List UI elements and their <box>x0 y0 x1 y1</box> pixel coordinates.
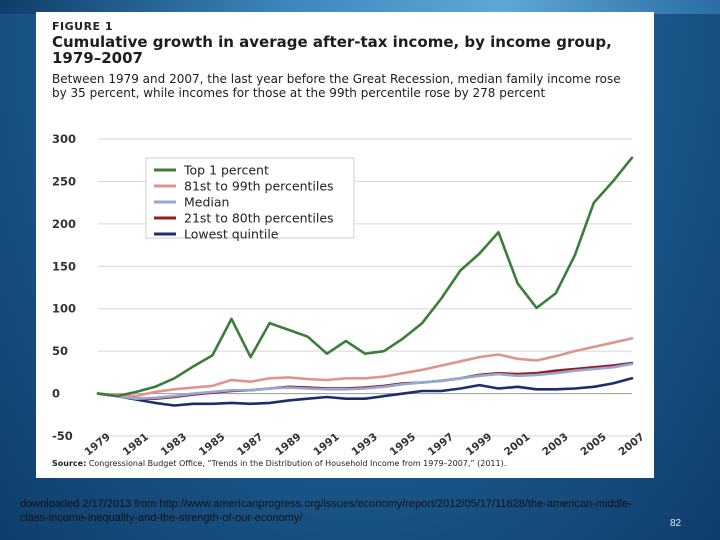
x-tick-label: 1997 <box>426 431 456 458</box>
legend-label: Top 1 percent <box>183 163 269 178</box>
x-tick-label: 1991 <box>311 431 341 458</box>
legend-label: 81st to 99th percentiles <box>184 179 334 194</box>
series-line <box>96 156 634 398</box>
slide-top-band <box>0 0 720 14</box>
y-tick-label: 250 <box>52 174 76 188</box>
legend-label: 21st to 80th percentiles <box>184 211 334 226</box>
series-line <box>96 362 634 401</box>
y-tick-label: -50 <box>52 429 73 443</box>
source-text: Congressional Budget Office, “Trends in … <box>88 459 507 468</box>
download-note: downloaded 2/17/2013 from http://www.ame… <box>20 498 632 524</box>
figure-title: Cumulative growth in average after-tax i… <box>52 33 612 67</box>
x-tick-label: 1989 <box>273 431 303 458</box>
y-tick-label: 300 <box>52 132 76 146</box>
x-tick-label: 2001 <box>502 431 532 458</box>
y-tick-label: 50 <box>52 344 68 358</box>
series-line <box>96 337 634 398</box>
x-tick-label: 2003 <box>540 431 570 458</box>
x-tick-label: 1985 <box>197 431 227 458</box>
y-tick-label: 200 <box>52 217 76 231</box>
figure-subtitle: Between 1979 and 2007, the last year bef… <box>52 72 621 100</box>
source-label: Source: <box>52 459 87 468</box>
legend-label: Lowest quintile <box>184 227 279 242</box>
y-tick-label: 150 <box>52 259 76 273</box>
x-tick-label: 2007 <box>616 431 646 458</box>
x-tick-labels: 1979 1981 1983 1985 1987 1989 1991 1993 1995 1997… <box>82 431 646 458</box>
x-tick-label: 1981 <box>121 431 151 458</box>
legend-label: Median <box>184 195 229 210</box>
figure-panel: FIGURE 1 Cumulative growth in average af… <box>36 12 654 478</box>
series-line <box>96 376 634 407</box>
y-tick-label: 100 <box>52 302 76 316</box>
x-tick-label: 1995 <box>388 431 418 458</box>
series-lines <box>96 156 634 407</box>
y-tick-label: 0 <box>52 387 60 401</box>
figure-source: Source: Congressional Budget Office, “Tr… <box>52 459 652 468</box>
x-tick-label: 1987 <box>235 431 265 458</box>
x-tick-label: 2005 <box>578 431 608 458</box>
figure-label: FIGURE 1 <box>52 20 114 33</box>
y-tick-labels: 300 250 200 150 100 50 0 -50 <box>52 132 76 443</box>
x-tick-label: 1979 <box>82 431 112 458</box>
legend-box <box>145 157 355 239</box>
x-tick-label: 1999 <box>464 431 494 458</box>
slide-number: 82 <box>670 518 682 529</box>
x-tick-label: 1993 <box>349 431 379 458</box>
x-tick-label: 1983 <box>159 431 189 458</box>
